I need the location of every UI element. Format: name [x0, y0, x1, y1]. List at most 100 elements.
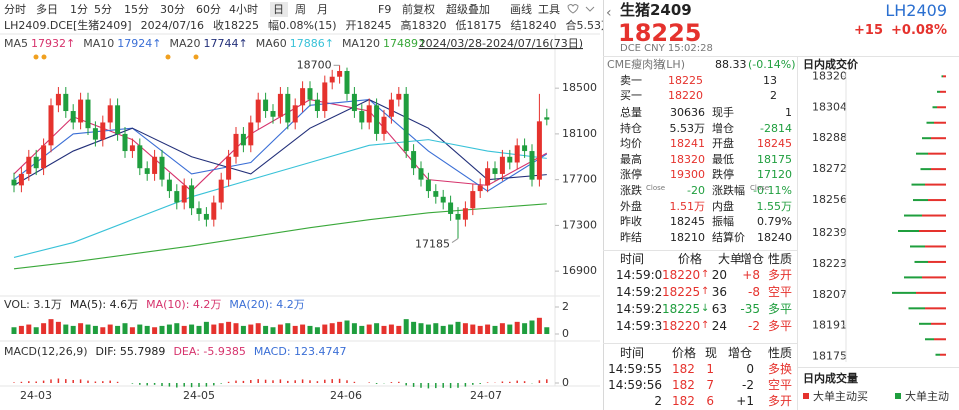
period-tab[interactable]: 周: [295, 3, 306, 16]
volume-bar: [55, 321, 61, 334]
trade-oi: -35: [740, 302, 760, 316]
price-volume-bar: [919, 230, 946, 232]
price-volume-bar: [928, 199, 946, 202]
candle-body: [536, 121, 542, 180]
volume-bar: [485, 324, 491, 334]
candle-body: [129, 145, 135, 152]
trade-time: 14:59:3: [616, 319, 663, 333]
volume-bar: [203, 321, 209, 334]
period-tab[interactable]: 月: [317, 3, 328, 16]
period-tab[interactable]: 分时: [4, 3, 26, 16]
y-tick-label: 0: [562, 376, 569, 389]
trade-price: 18220: [662, 319, 701, 333]
last-price: 18225: [618, 19, 702, 47]
trade-oi: -8: [748, 285, 760, 299]
reference-quote: (-0.14%): [748, 58, 796, 71]
y-tick-label: 18256: [812, 193, 847, 206]
price-volume-bar: [892, 291, 916, 294]
period-tab[interactable]: 60分: [196, 3, 221, 16]
legend-item: MA(10): 4.2万: [146, 298, 221, 311]
legend-item: DEA: -5.9385: [173, 345, 245, 358]
trade-size: 63: [711, 302, 727, 316]
ma-value: 17932↑: [31, 37, 75, 50]
volume-bar: [499, 323, 505, 334]
volume-bar: [492, 325, 498, 334]
volume-bar: [277, 324, 283, 334]
candle-body: [26, 156, 32, 174]
candle-body: [522, 145, 528, 152]
period-tab[interactable]: 1分: [70, 3, 88, 16]
period-tab[interactable]: 5分: [94, 3, 112, 16]
candle-body: [529, 151, 535, 180]
volume-bar: [240, 325, 246, 334]
candle-body: [277, 93, 283, 117]
volume-bar: [418, 323, 424, 334]
divider: [603, 56, 959, 57]
table-header: 时间: [620, 346, 645, 360]
table-header: 时间: [620, 252, 645, 266]
period-tab[interactable]: 多日: [36, 2, 58, 16]
trade-nature: 多平: [768, 302, 793, 316]
y-tick-label: 18272: [812, 162, 847, 175]
candle-body: [381, 116, 387, 134]
stat-label: 总量: [620, 106, 642, 119]
y-tick-label: 18100: [562, 127, 597, 140]
volume-bar: [226, 321, 232, 334]
stat-label: 结算价: [712, 230, 745, 244]
period-tab[interactable]: 日: [273, 3, 284, 16]
price-volume-bar: [914, 260, 928, 263]
toolbar-button[interactable]: F9: [378, 3, 391, 16]
volume-bar: [366, 324, 372, 334]
price-volume-bar: [940, 90, 946, 93]
period-tab[interactable]: 15分: [124, 3, 149, 16]
volume-bar: [359, 325, 365, 334]
period-tab[interactable]: 4小时: [229, 3, 258, 16]
stat-label: 振幅: [712, 215, 734, 229]
back-icon[interactable]: ‹: [606, 5, 612, 21]
period-tab[interactable]: 30分: [160, 3, 185, 16]
volume-bar: [129, 327, 135, 334]
volume-bar: [322, 324, 328, 334]
toolbar-button[interactable]: 工具: [538, 3, 560, 16]
book-price: 18225: [668, 74, 703, 87]
candle-body: [351, 93, 357, 112]
price-volume-bar: [920, 168, 931, 171]
panel-divider: [603, 0, 604, 410]
trade-price: 18225: [662, 302, 701, 316]
candle-body: [307, 88, 313, 100]
table-header: 大单: [718, 252, 743, 266]
candle-body: [85, 99, 91, 129]
toolbar-button[interactable]: 画线: [510, 2, 532, 16]
stat-value: -2814: [760, 121, 792, 135]
volume-bar: [270, 327, 276, 334]
toolbar-button[interactable]: 超级叠加: [446, 2, 490, 16]
kline-area: 分时 多日 1分 5分 15分 30分 60分 4小时 日周月 F9 前复权 超级叠加 画线 工具 LH24…: [0, 2, 603, 402]
divider: [797, 56, 798, 410]
volume-bar: [263, 325, 269, 334]
tick-time: 14:59:55: [608, 362, 662, 376]
close-note: Close: [750, 184, 770, 192]
ma-name: MA20: [169, 37, 200, 50]
tick-price: 182: [672, 378, 695, 392]
y-tick-label: 17700: [562, 173, 597, 186]
candle-body: [314, 99, 320, 112]
candle-body: [425, 179, 431, 192]
toolbar-icons[interactable]: [567, 4, 595, 14]
stat-value: -20: [687, 184, 705, 197]
ma-name: MA10: [83, 37, 114, 50]
price-volume-bar: [916, 152, 928, 155]
volume-bar: [70, 325, 76, 334]
candle-body: [366, 105, 372, 123]
price-volume-bar: [943, 75, 946, 78]
legend-item: MACD: 123.4747: [254, 345, 347, 358]
stat-value: 19300: [670, 168, 705, 182]
tick-size: 6: [706, 394, 714, 408]
info-item: 结18240: [511, 19, 557, 32]
volume-bar: [470, 324, 476, 334]
volume-bar: [85, 324, 91, 334]
toolbar-button[interactable]: 前复权: [402, 2, 435, 16]
volume-bar: [63, 324, 69, 334]
info-item: 低18175: [456, 19, 502, 32]
price-volume-bar: [926, 121, 934, 124]
annotation-line: [451, 238, 459, 243]
